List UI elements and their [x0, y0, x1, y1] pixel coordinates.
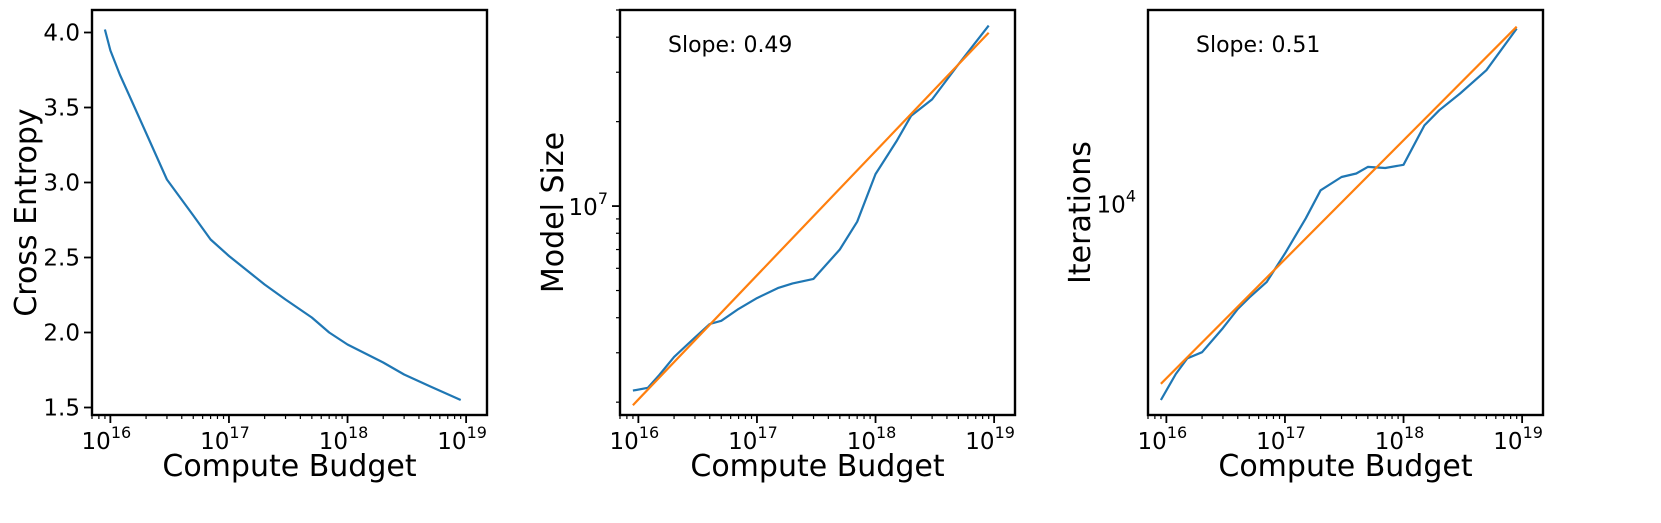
chart-panel-1: 1016 1017 1018 1019 1.5 2.0 2.5 3.0 3.5 4.0 Comput…: [9, 8, 489, 484]
y-tick-label: 1.5: [43, 396, 80, 422]
x-axis-label: Compute Budget: [1218, 449, 1472, 484]
series-line-1: [1159, 27, 1518, 401]
x-tick-label: 1017: [200, 423, 250, 455]
plot-frame: [90, 8, 489, 417]
fit-line: [632, 31, 990, 406]
y-axis-label: Iterations: [1063, 141, 1098, 284]
x-tick-label: 1018: [1375, 423, 1425, 455]
series-line-1: [103, 29, 462, 402]
x-tick-label: 1017: [728, 423, 778, 455]
x-tick-label: 1016: [82, 423, 132, 455]
y-tick-label: 3.0: [43, 171, 80, 197]
x-axis-label: Compute Budget: [690, 449, 944, 484]
y-axis-label: Model Size: [536, 132, 571, 293]
x-tick-label: 1018: [319, 423, 369, 455]
y-tick-label: 4.0: [43, 21, 80, 47]
y-axis-label: Cross Entropy: [9, 108, 44, 316]
plot-frame: [618, 8, 1017, 417]
x-tick-label: 1016: [610, 423, 660, 455]
series-line-1: [632, 24, 990, 392]
x-tick-label: 1019: [437, 423, 487, 455]
x-axis-label: Compute Budget: [162, 449, 416, 484]
slope-annotation: Slope: 0.51: [1196, 33, 1320, 58]
y-tick-label: 104: [1097, 187, 1136, 219]
chart-panel-2: 1016 1017 1018 1019 107 Slope: 0.49 Compute Bu…: [536, 8, 1017, 484]
y-tick-label: 3.5: [43, 96, 80, 122]
x-tick-label: 1019: [1493, 423, 1543, 455]
y-tick-label: 107: [569, 189, 608, 221]
y-tick-label: 2.0: [43, 321, 80, 347]
fit-line: [1160, 25, 1518, 385]
plot-frame: [1146, 8, 1545, 417]
chart-panel-3: 1016 1017 1018 1019 104 Slope: 0.51 Compute Bu…: [1063, 8, 1545, 484]
slope-annotation: Slope: 0.49: [668, 33, 792, 58]
x-tick-label: 1017: [1256, 423, 1306, 455]
x-tick-label: 1016: [1138, 423, 1188, 455]
y-tick-label: 2.5: [43, 246, 80, 272]
x-tick-label: 1018: [847, 423, 897, 455]
x-tick-label: 1019: [965, 423, 1015, 455]
